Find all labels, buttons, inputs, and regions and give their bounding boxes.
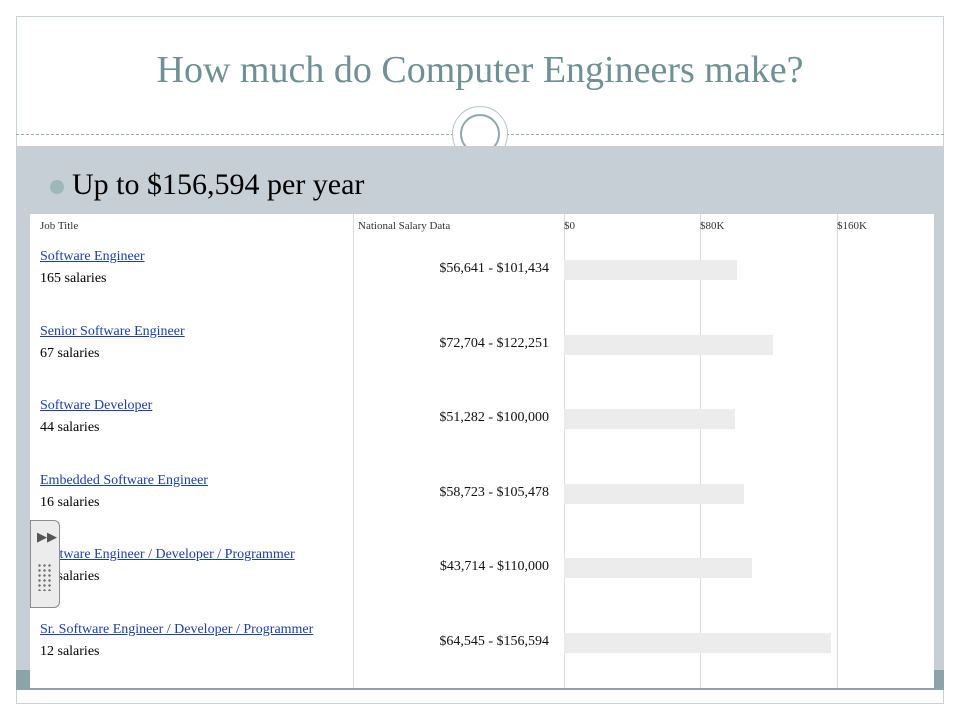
column-divider bbox=[564, 214, 565, 688]
header-national-salary: National Salary Data bbox=[358, 220, 451, 232]
job-title-link[interactable]: Software Developer bbox=[40, 398, 153, 413]
axis-tick-80k: $80K bbox=[700, 220, 725, 232]
double-chevron-right-icon[interactable]: ▶▶ bbox=[37, 530, 57, 545]
gridline-80k bbox=[700, 214, 701, 688]
gridline-160k bbox=[837, 214, 838, 688]
salary-range: $51,282 - $100,000 bbox=[439, 410, 549, 425]
salary-count: 16 salaries bbox=[40, 494, 100, 510]
job-title-link[interactable]: Software Engineer / Developer / Programm… bbox=[40, 547, 295, 562]
salary-range: $64,545 - $156,594 bbox=[439, 633, 549, 649]
salary-bar bbox=[564, 558, 752, 578]
salary-range: $58,723 - $105,478 bbox=[439, 484, 549, 500]
job-title-link[interactable]: Sr. Software Engineer / Developer / Prog… bbox=[40, 621, 314, 637]
grip-icon[interactable] bbox=[37, 563, 51, 591]
slide-title: How much do Computer Engineers make? bbox=[156, 49, 804, 91]
axis-tick-160k: $160K bbox=[837, 220, 867, 232]
salary-count: 165 salaries bbox=[40, 271, 107, 286]
salary-bar bbox=[564, 334, 773, 355]
job-title-link[interactable]: Senior Software Engineer bbox=[40, 323, 185, 339]
header-job-title: Job Title bbox=[40, 220, 79, 232]
salary-range: $56,641 - $101,434 bbox=[439, 261, 549, 276]
axis-tick-0: $0 bbox=[564, 220, 575, 232]
salary-count: 67 salaries bbox=[40, 345, 100, 361]
salary-range: $72,704 - $122,251 bbox=[439, 335, 549, 351]
job-title-link[interactable]: Software Engineer bbox=[40, 249, 145, 264]
salary-count: 12 salaries bbox=[40, 643, 100, 659]
salary-bar bbox=[564, 483, 744, 504]
salary-range: $43,714 - $110,000 bbox=[439, 559, 549, 574]
salary-table: Job Title National Salary Data $0 $80K $… bbox=[30, 214, 934, 688]
job-title-link[interactable]: Embedded Software Engineer bbox=[40, 472, 208, 488]
column-divider bbox=[353, 214, 354, 688]
salary-count: 44 salaries bbox=[40, 420, 100, 435]
bullet-text: Up to $156,594 per year bbox=[72, 168, 365, 201]
side-panel-handle[interactable]: ▶▶ bbox=[30, 520, 60, 608]
bullet-icon bbox=[50, 180, 64, 194]
salary-bar bbox=[564, 632, 832, 653]
salary-bar bbox=[564, 409, 735, 429]
salary-bar bbox=[564, 260, 738, 280]
